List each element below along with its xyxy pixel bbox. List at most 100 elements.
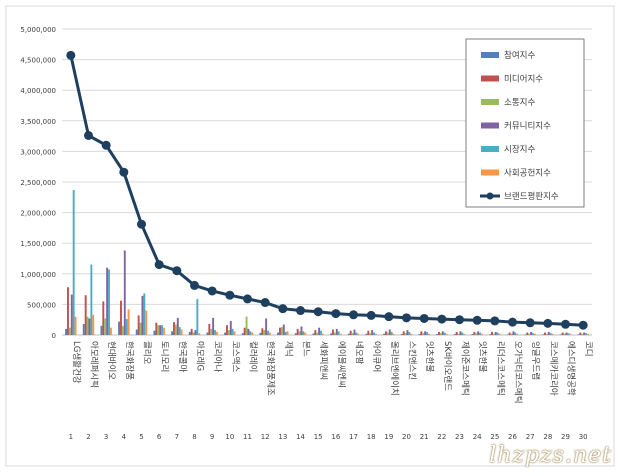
legend-label: 브랜드평판지수 <box>504 191 559 202</box>
bar-소통지수 <box>316 332 319 335</box>
line-point <box>243 294 252 304</box>
bar-소통지수 <box>351 333 354 335</box>
line-point <box>472 315 482 325</box>
x-category-number: 7 <box>175 433 179 441</box>
bar-미디어지수 <box>455 331 458 335</box>
bar-미디어지수 <box>120 300 122 335</box>
bar-참여지수 <box>365 333 368 335</box>
x-category-number: 11 <box>243 433 252 441</box>
bar-미디어지수 <box>173 322 175 335</box>
x-category-label: 아모레G <box>195 341 206 371</box>
x-category-label: 토니모리 <box>159 341 170 372</box>
bar-참여지수 <box>135 329 138 335</box>
bar-소통지수 <box>386 332 389 335</box>
bar-미디어지수 <box>190 328 193 335</box>
bar-사회공헌지수 <box>180 329 183 335</box>
bar-시장지수 <box>461 332 464 335</box>
bar-시장지수 <box>443 332 446 335</box>
x-category-number: 28 <box>543 433 552 441</box>
legend-swatch <box>481 52 499 58</box>
bar-커뮤니티지수 <box>424 331 427 335</box>
bar-참여지수 <box>65 328 68 335</box>
line-point <box>296 306 305 316</box>
bar-미디어지수 <box>385 331 387 335</box>
x-category-label: 컬러레이 <box>248 341 259 372</box>
bar-시장지수 <box>125 319 128 335</box>
legend-label: 사회공헌지수 <box>504 169 551 179</box>
bar-소통지수 <box>104 318 107 335</box>
bar-사회공헌지수 <box>463 333 466 335</box>
bar-커뮤니티지수 <box>459 331 462 335</box>
bar-커뮤니티지수 <box>247 328 250 335</box>
bar-미디어지수 <box>508 332 511 335</box>
x-category-label: 네오팜 <box>354 341 365 365</box>
x-category-label: 코리아나 <box>212 341 223 372</box>
bar-사회공헌지수 <box>109 327 112 335</box>
bar-커뮤니티지수 <box>494 331 497 335</box>
bar-소통지수 <box>439 333 442 335</box>
bar-시장지수 <box>161 325 163 335</box>
bar-커뮤니티지수 <box>530 331 533 335</box>
bar-시장지수 <box>249 331 252 335</box>
bar-시장지수 <box>373 332 375 335</box>
line-point <box>402 313 411 323</box>
bar-사회공헌지수 <box>251 332 254 335</box>
bar-소통지수 <box>157 325 160 335</box>
x-category-number: 17 <box>349 433 358 441</box>
x-category-number: 1 <box>69 433 73 441</box>
bar-사회공헌지수 <box>427 333 430 335</box>
bar-사회공헌지수 <box>586 333 589 335</box>
bar-커뮤니티지수 <box>318 327 321 335</box>
bar-커뮤니티지수 <box>106 267 109 335</box>
x-category-label: 아모레퍼시픽 <box>89 341 100 388</box>
legend-label: 미디어지수 <box>504 74 543 85</box>
x-category-number: 15 <box>314 433 323 441</box>
line-point <box>331 309 341 319</box>
bar-소통지수 <box>121 325 124 335</box>
legend-swatch-marker <box>486 192 494 200</box>
bar-소통지수 <box>563 333 566 335</box>
x-category-label: SK바이오랜드 <box>442 341 453 391</box>
y-tick-label: 3,500,000 <box>20 118 56 126</box>
bar-소통지수 <box>492 333 495 335</box>
y-tick-label: 500,000 <box>27 301 56 309</box>
x-category-number: 26 <box>508 433 517 441</box>
bar-참여지수 <box>241 333 244 335</box>
bar-소통지수 <box>263 330 266 335</box>
y-tick-label: 4,000,000 <box>20 87 56 95</box>
bar-시장지수 <box>496 332 499 335</box>
x-category-number: 8 <box>192 433 196 441</box>
bar-시장지수 <box>267 330 269 335</box>
line-point <box>543 318 553 328</box>
bar-미디어지수 <box>438 331 440 335</box>
bar-사회공헌지수 <box>162 327 165 335</box>
x-category-number: 2 <box>86 433 90 441</box>
legend-label: 참여지수 <box>504 50 535 61</box>
line-point <box>278 304 288 314</box>
x-category-label: 잇츠한불 <box>477 341 488 372</box>
bar-사회공헌지수 <box>74 316 77 335</box>
line-point <box>225 290 235 300</box>
bar-미디어지수 <box>491 331 493 335</box>
bar-소통지수 <box>510 333 513 335</box>
bar-참여지수 <box>277 332 280 335</box>
bar-미디어지수 <box>420 331 423 335</box>
line-point <box>66 50 76 60</box>
x-category-label: 한국화장품제조 <box>265 341 276 396</box>
bar-소통지수 <box>298 331 301 335</box>
y-tick-label: 0 <box>52 332 56 340</box>
line-point <box>190 280 199 290</box>
bar-커뮤니티지수 <box>123 250 126 335</box>
bar-커뮤니티지수 <box>512 331 515 335</box>
legend-swatch <box>481 169 499 176</box>
bar-사회공헌지수 <box>127 309 130 335</box>
bar-시장지수 <box>90 264 93 335</box>
bar-참여지수 <box>489 334 492 335</box>
bar-소통지수 <box>227 330 230 335</box>
x-category-number: 25 <box>490 433 499 441</box>
bar-참여지수 <box>506 334 509 335</box>
bar-미디어지수 <box>208 323 211 335</box>
bar-시장지수 <box>532 333 534 335</box>
legend-label: 소통지수 <box>504 98 535 108</box>
